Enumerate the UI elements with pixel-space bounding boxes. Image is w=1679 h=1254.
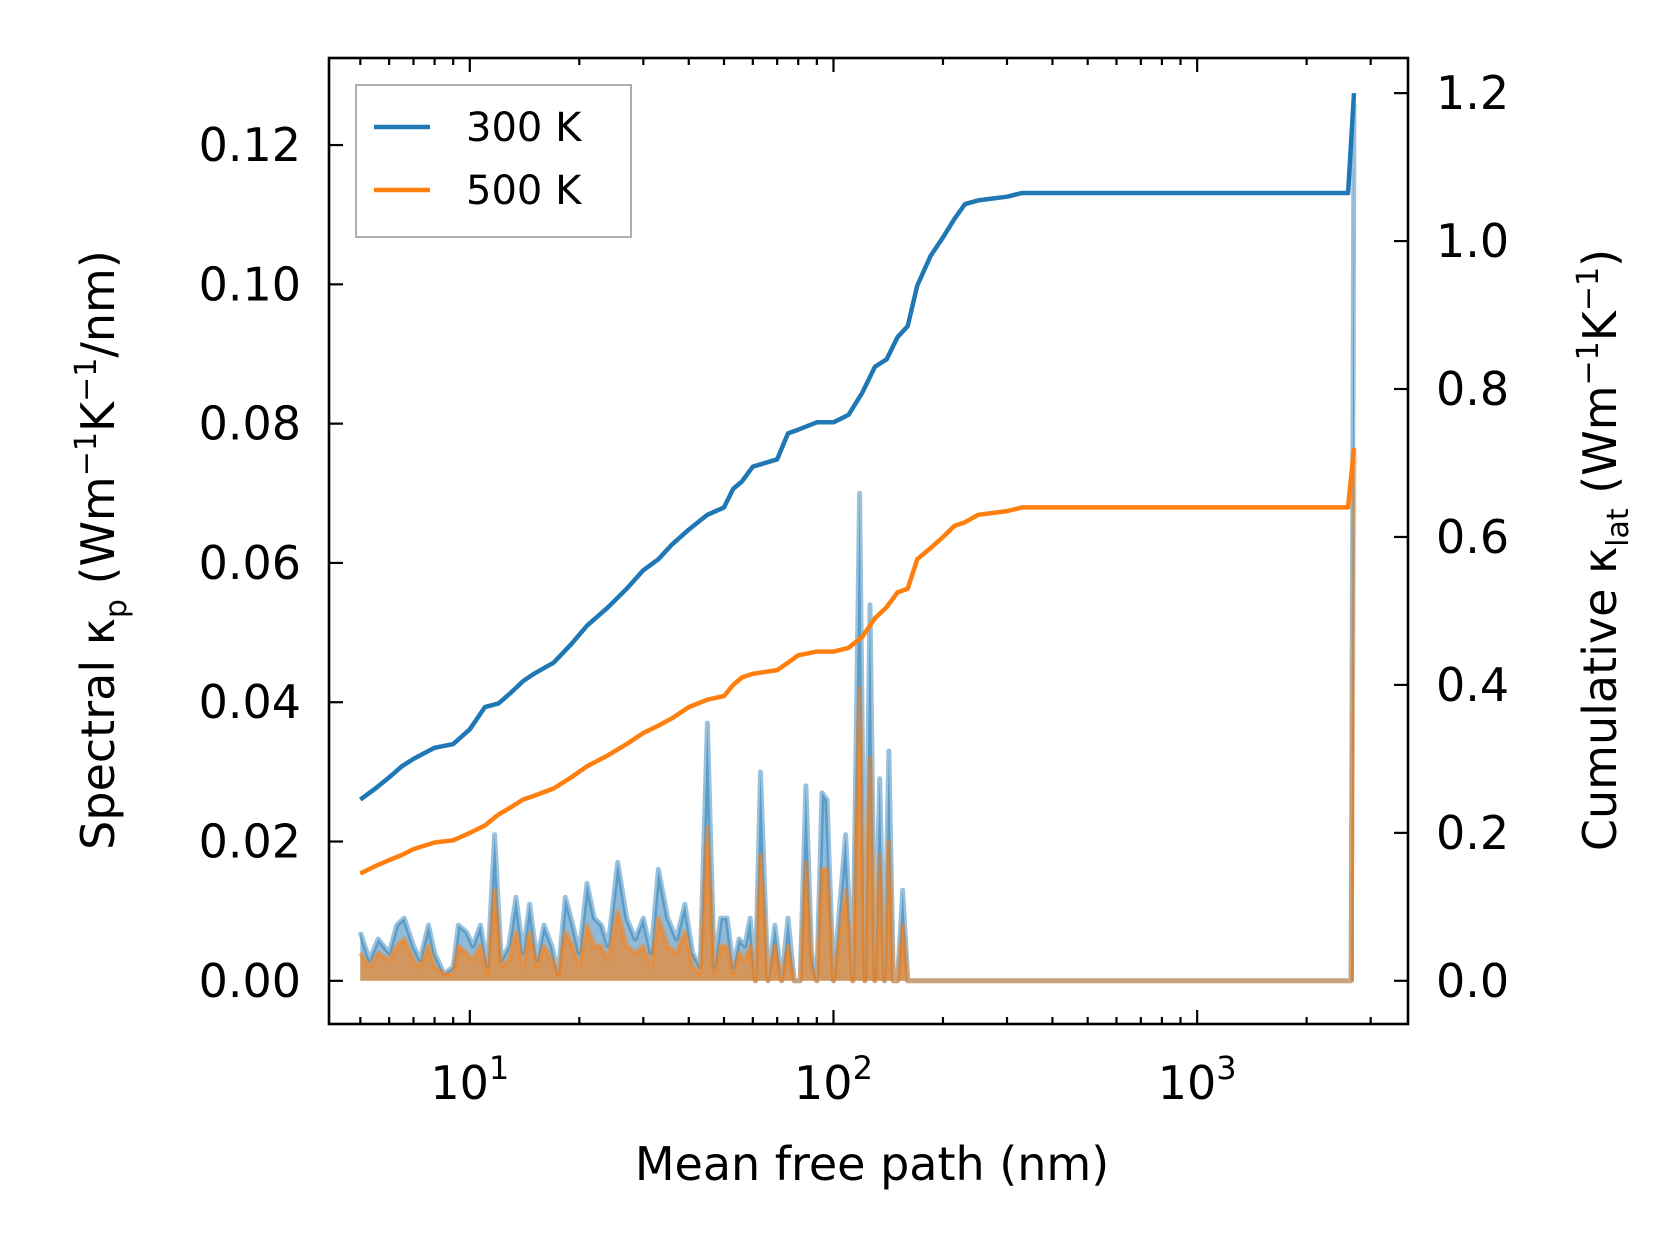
tick-labels: 0.00 0.02 0.04 0.06 0.08 0.10 0.12 0.0 0.2 0.4 0.6… bbox=[199, 66, 1510, 1110]
x-tick-label: 102 bbox=[794, 1049, 873, 1110]
spectral-outline-500k bbox=[358, 451, 1357, 984]
y-tick-label-right: 0.4 bbox=[1436, 658, 1509, 712]
legend-box bbox=[355, 84, 632, 238]
x-tick-label: 101 bbox=[430, 1049, 509, 1110]
y-tick-label-left: 0.10 bbox=[199, 257, 301, 311]
y-tick-label-left: 0.02 bbox=[199, 815, 301, 869]
y-tick-label-right: 1.0 bbox=[1436, 214, 1509, 268]
cumulative-line-300k bbox=[358, 92, 1357, 802]
legend-label-300k: 300 K bbox=[466, 105, 583, 151]
y-tick-label-left: 0.00 bbox=[199, 954, 301, 1008]
y-axis-label-right: Cumulative κlat (Wm−1K−1) bbox=[1571, 249, 1636, 851]
y-tick-label-left: 0.12 bbox=[199, 118, 301, 172]
y-tick-label-right: 0.0 bbox=[1436, 954, 1509, 1008]
y-tick-label-right: 0.2 bbox=[1436, 806, 1509, 860]
x-tick-label: 103 bbox=[1158, 1049, 1237, 1110]
y-tick-label-left: 0.06 bbox=[199, 536, 301, 590]
plot-frame bbox=[327, 56, 1410, 1026]
legend-label-500k: 500 K bbox=[466, 168, 583, 214]
cumulative-lines bbox=[358, 92, 1357, 876]
y-tick-label-right: 0.8 bbox=[1436, 362, 1509, 416]
y-tick-label-right: 0.6 bbox=[1436, 510, 1509, 564]
x-axis-label: Mean free path (nm) bbox=[635, 1137, 1109, 1191]
y-tick-label-right: 1.2 bbox=[1436, 66, 1509, 120]
spectral-fills bbox=[357, 103, 1357, 984]
y-tick-label-left: 0.08 bbox=[199, 397, 301, 451]
legend: 300 K 500 K bbox=[355, 84, 632, 238]
spectral-area-500k bbox=[360, 451, 1354, 981]
cumulative-line-500k bbox=[359, 447, 1357, 876]
y-axis-label-left: Spectral κp (Wm−1K−1/nm) bbox=[69, 250, 134, 850]
y-tick-label-left: 0.04 bbox=[199, 675, 301, 729]
